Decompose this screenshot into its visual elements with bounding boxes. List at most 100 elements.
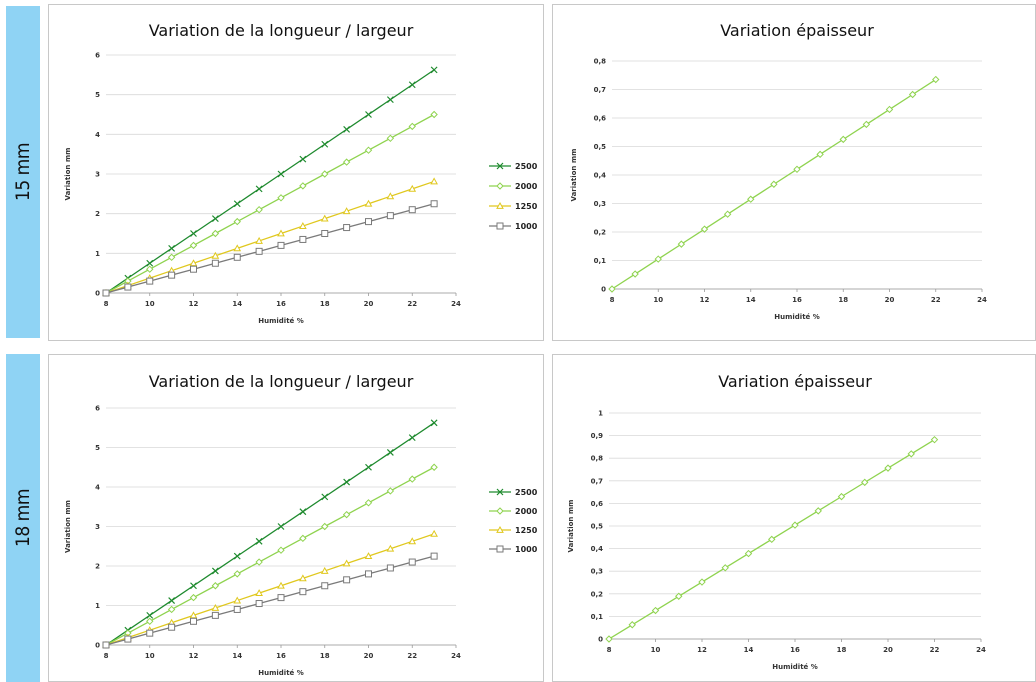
data-point (721, 564, 729, 572)
y-tick-label: 5 (95, 444, 100, 452)
x-tick-label: 8 (607, 646, 612, 654)
x-tick-label: 24 (976, 646, 986, 654)
data-point (277, 170, 285, 178)
data-point (365, 570, 372, 578)
y-tick-label: 0,6 (591, 500, 604, 508)
data-point (277, 229, 285, 237)
series-line (105, 555, 435, 646)
data-point (343, 576, 351, 584)
data-point (102, 289, 110, 297)
data-point (768, 535, 776, 544)
data-point (211, 259, 219, 267)
x-tick-label: 12 (700, 296, 710, 304)
data-point (343, 224, 351, 232)
series-line (105, 533, 435, 646)
x-tick-label: 24 (977, 296, 987, 304)
data-point (211, 603, 220, 611)
y-tick-label: 6 (95, 52, 100, 60)
data-point (408, 122, 416, 131)
data-point (233, 253, 241, 261)
y-tick-label: 0,3 (594, 200, 607, 208)
data-point (408, 206, 416, 214)
y-tick-label: 0,3 (591, 568, 604, 576)
chart-svg: Variation de la longueur / largeur012345… (64, 21, 538, 325)
y-tick-label: 3 (95, 171, 100, 179)
data-point (608, 285, 616, 293)
data-point (255, 205, 263, 214)
x-tick-label: 20 (364, 300, 374, 308)
data-point (146, 259, 154, 267)
data-point (190, 582, 197, 590)
y-tick-label: 0,2 (591, 590, 604, 598)
x-tick-label: 12 (189, 300, 199, 308)
data-point (342, 158, 351, 166)
data-point (628, 621, 636, 629)
y-axis-label: Variation mm (567, 500, 575, 553)
series-thickness (605, 435, 939, 643)
series-2500 (102, 419, 438, 649)
data-point (146, 617, 154, 626)
data-point (408, 434, 416, 442)
x-axis-label: Humidité % (774, 313, 820, 321)
data-point (211, 611, 219, 619)
data-point (365, 111, 372, 118)
chart-svg: Variation épaisseur 0 0,1 0,2 0,3 0,4 0,5 0,6 0,… (567, 372, 986, 671)
data-point (299, 222, 307, 229)
data-point (168, 244, 176, 252)
chart-length-width-15mm: Variation de la longueur / largeur 0 1 2 3 4 5… (48, 4, 544, 341)
legend-item-2500: 2500 (489, 162, 538, 171)
y-tick-label: 0,8 (594, 58, 607, 66)
data-point (320, 566, 329, 574)
series-line (105, 113, 435, 294)
data-point (124, 283, 132, 291)
data-point (211, 582, 220, 590)
data-point (321, 522, 329, 531)
data-point (408, 184, 417, 192)
chart-title: Variation de la longueur / largeur (149, 372, 414, 391)
x-tick-label: 24 (451, 300, 461, 308)
x-tick-label: 22 (930, 646, 940, 654)
y-tick-label: 0,2 (594, 229, 607, 237)
data-point (189, 611, 198, 619)
data-point (364, 146, 373, 154)
data-point (211, 229, 220, 238)
legend-marker (496, 222, 504, 230)
y-tick-label: 4 (95, 484, 100, 492)
data-point (233, 200, 241, 208)
y-tick-label: 2 (95, 563, 100, 571)
data-point (168, 271, 176, 279)
legend-label: 2000 (515, 507, 538, 516)
data-point (321, 493, 329, 501)
x-tick-label: 22 (931, 296, 941, 304)
y-tick-label: 0,6 (594, 115, 607, 123)
y-axis-label: Variation mm (64, 148, 72, 201)
data-point (884, 464, 892, 472)
x-tick-label: 18 (838, 296, 848, 304)
x-tick-label: 12 (697, 646, 707, 654)
data-point (430, 463, 438, 471)
data-point (168, 623, 176, 631)
x-axis-label: Humidité % (258, 317, 304, 325)
x-tick-label: 12 (189, 652, 199, 660)
x-tick-label: 10 (653, 296, 663, 304)
y-tick-label: 3 (95, 523, 100, 531)
y-tick-label: 1 (95, 602, 100, 610)
data-point (299, 508, 307, 516)
data-point (255, 600, 263, 608)
row-label-18mm: 18 mm (6, 354, 40, 682)
data-point (408, 475, 416, 483)
data-point (365, 463, 372, 471)
data-point (386, 487, 395, 495)
data-point (430, 110, 438, 119)
y-tick-label: 0,4 (594, 172, 607, 180)
row-label-15mm: 15 mm (6, 6, 40, 338)
series-line (105, 203, 435, 294)
data-point (255, 236, 263, 244)
row-label-text: 15 mm (12, 143, 34, 201)
data-point (190, 265, 197, 273)
data-point (430, 66, 438, 74)
x-tick-label: 16 (792, 296, 802, 304)
data-point (189, 241, 198, 250)
legend-item-2000: 2000 (489, 507, 538, 516)
data-point (816, 150, 824, 159)
